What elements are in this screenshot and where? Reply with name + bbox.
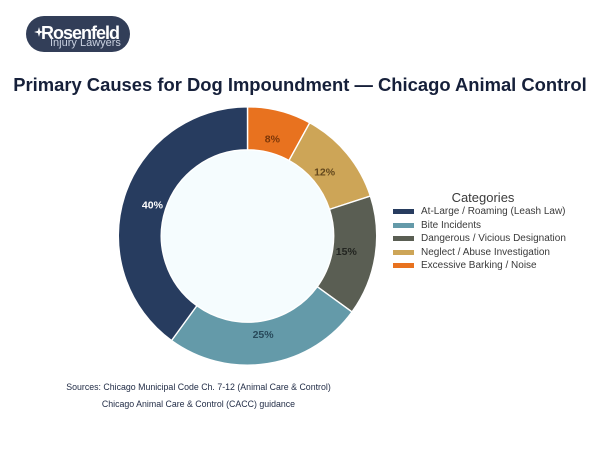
svg-text:8%: 8% xyxy=(265,133,281,145)
svg-text:40%: 40% xyxy=(142,199,164,211)
svg-text:12%: 12% xyxy=(314,167,336,179)
svg-text:25%: 25% xyxy=(253,329,275,341)
svg-text:15%: 15% xyxy=(336,246,358,258)
